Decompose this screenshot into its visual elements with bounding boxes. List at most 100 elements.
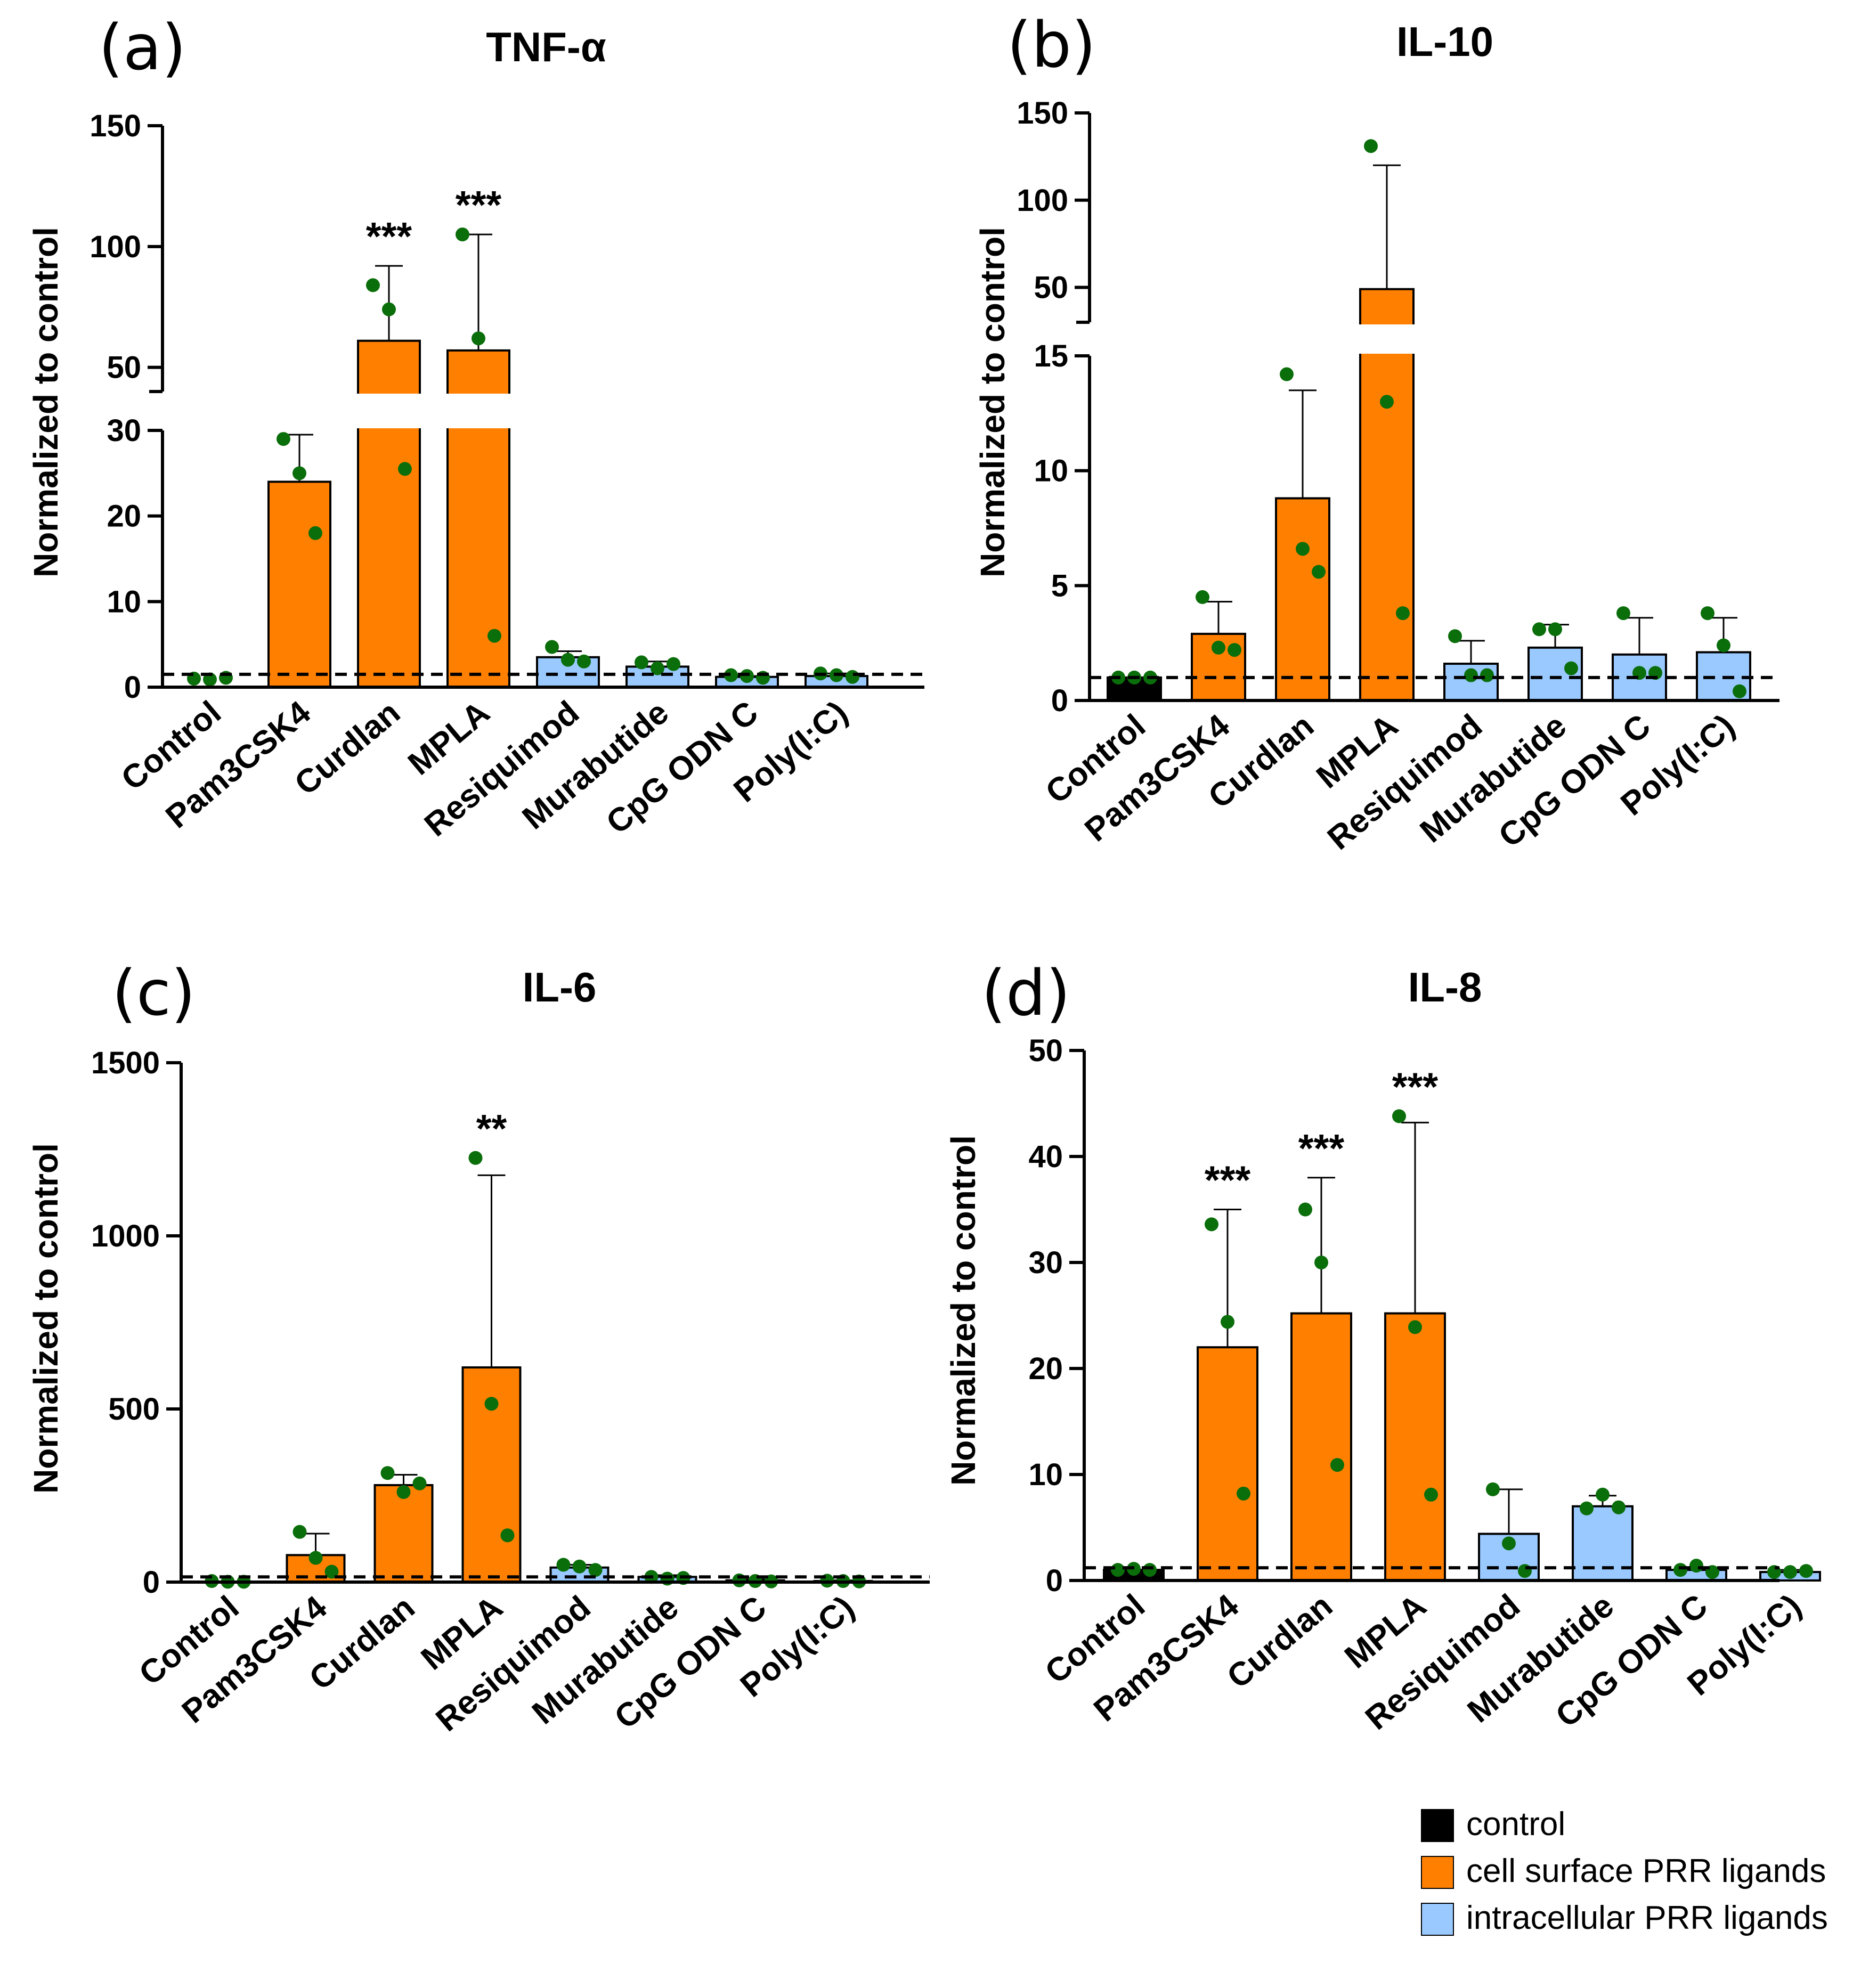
panel-a-data-point	[545, 640, 559, 654]
panel-d-data-point	[1221, 1315, 1234, 1329]
panel-d-bar	[1290, 1312, 1352, 1582]
panel-d-x-tick-label: Curdlan	[1220, 1587, 1339, 1696]
panel-c-bar	[373, 1484, 434, 1583]
legend-swatch	[1421, 1856, 1454, 1889]
panel-a-significance: ***	[456, 183, 502, 227]
panel-c-data-point	[292, 1525, 307, 1539]
panel-b-y-tick-label: 10	[1034, 454, 1068, 488]
panel-a-data-point	[846, 670, 859, 684]
panel-d-data-point	[1205, 1217, 1218, 1232]
panel-c-x-tick-label: CpG ODN C	[608, 1589, 774, 1736]
panel-b-plot: 05101550100150ControlPam3CSK4CurdlanMPLA…	[1017, 96, 1779, 857]
panel-d-data-point	[1612, 1500, 1626, 1514]
panel-d-title: IL-8	[1408, 964, 1482, 1011]
panel-b-data-point	[1228, 643, 1241, 657]
panel-b-data-point	[1616, 606, 1630, 621]
panel-d-data-point	[1330, 1458, 1344, 1472]
panel-a-significance: ***	[366, 214, 412, 258]
panel-b-y-tick-label: 100	[1017, 183, 1068, 218]
legend-label: control	[1466, 1806, 1565, 1843]
panel-d-y-tick-label: 20	[1028, 1351, 1063, 1386]
panel-b-data-point	[1380, 395, 1394, 409]
panel-b-title: IL-10	[1396, 18, 1493, 65]
panel-c-data-point	[556, 1558, 571, 1572]
panel-a-data-point	[292, 466, 306, 480]
panel-a-letter: (a)	[99, 11, 186, 84]
panel-d-data-point	[1486, 1482, 1500, 1496]
panel-d-data-point	[1673, 1563, 1687, 1577]
panel-d-significance: ***	[1392, 1064, 1439, 1109]
panel-a-data-point	[651, 661, 664, 675]
panel-c-y-tick-label: 500	[108, 1392, 160, 1427]
legend: control cell surface PRR ligands intracell…	[1421, 1806, 1828, 1936]
panel-d-bar	[1197, 1346, 1258, 1582]
panel-d-data-point	[1237, 1486, 1250, 1501]
panel-a-data-point	[456, 227, 469, 242]
panel-d-data-point	[1518, 1564, 1532, 1578]
panel-d-data-point	[1689, 1559, 1703, 1573]
panel-b-y-tick-label: 5	[1051, 568, 1068, 603]
panel-b-data-point	[1564, 661, 1578, 675]
panel-d-data-point	[1580, 1501, 1594, 1516]
panel-d-data-point	[1596, 1487, 1610, 1502]
panel-a-y-tick-label: 150	[90, 109, 141, 143]
panel-a-data-point	[487, 629, 501, 643]
panel-a-data-point	[724, 668, 738, 682]
panel-d-y-axis-label: Normalized to control	[944, 1135, 982, 1486]
panel-a-x-tick-label: CpG ODN C	[599, 694, 765, 841]
panel-b-data-point	[1364, 139, 1378, 153]
panel-c-data-point	[484, 1397, 499, 1411]
panel-b-data-point	[1448, 629, 1462, 643]
panel-b-y-tick-label: 0	[1051, 683, 1068, 718]
panel-c-data-point	[468, 1151, 483, 1165]
panel-b-data-point	[1212, 640, 1225, 655]
panel-c-data-point	[380, 1466, 395, 1480]
panel-c-data-point	[308, 1551, 323, 1565]
panel-a-data-point	[398, 462, 412, 476]
panel-a: (a) TNF-α Normalized to control 0 10 20 30 5…	[27, 11, 924, 844]
panel-c-letter: (c)	[112, 956, 196, 1030]
panel-a-bar	[357, 339, 421, 688]
panel-b-letter: (b)	[1007, 8, 1096, 82]
panel-a-data-point	[577, 654, 591, 669]
panel-c: (c) IL-6 Normalized to control 0 500 1000 1…	[27, 956, 930, 1739]
panel-c-data-point	[572, 1559, 587, 1574]
panel-d-y-tick-label: 40	[1028, 1139, 1063, 1174]
panel-d-data-point	[1143, 1563, 1157, 1577]
panel-b-data-point	[1480, 668, 1494, 682]
panel-c-data-point	[396, 1485, 411, 1499]
panel-d-data-point	[1799, 1564, 1813, 1578]
panel-b-data-point	[1312, 565, 1326, 579]
panel-d-letter: (d)	[981, 956, 1070, 1030]
panel-a-y-tick-label: 30	[107, 413, 141, 448]
panel-b-data-point	[1396, 606, 1410, 621]
panel-a-data-point	[203, 672, 217, 687]
legend-swatch	[1421, 1809, 1454, 1842]
panel-a-data-point	[277, 432, 290, 446]
panel-c-data-point	[324, 1565, 339, 1579]
panel-c-y-tick-label: 1500	[91, 1046, 160, 1080]
panel-d-bar	[1384, 1312, 1446, 1582]
panel-d-significance: ***	[1205, 1158, 1251, 1202]
panel-a-y-tick-label: 50	[107, 351, 141, 385]
panel-a-y-tick-label: 100	[90, 230, 141, 264]
legend-label: cell surface PRR ligands	[1466, 1853, 1826, 1889]
panel-b-bar	[1275, 497, 1330, 702]
panel-c-data-point	[500, 1528, 515, 1543]
panel-b-y-axis-label: Normalized to control	[973, 227, 1012, 577]
panel-a-data-point	[366, 278, 380, 292]
panel-d-data-point	[1298, 1202, 1312, 1217]
panel-c-y-axis-label: Normalized to control	[27, 1143, 65, 1494]
panel-d-data-point	[1314, 1256, 1328, 1269]
panel-b: (b) IL-10 Normalized to control 0 5 10 15 50…	[973, 8, 1779, 857]
panel-d-plot: 01020304050Control***Pam3CSK4***Curdlan*…	[1028, 1033, 1821, 1737]
panel-a-y-tick-label: 20	[107, 499, 141, 534]
panel-a-bar-break-gap	[356, 394, 422, 428]
panel-b-y-tick-label: 150	[1017, 96, 1068, 131]
panel-c-plot: 050010001500ControlPam3CSK4Curdlan**MPLA…	[91, 1046, 930, 1739]
panel-b-data-point	[1196, 590, 1209, 604]
panel-d-data-point	[1424, 1487, 1438, 1502]
panel-a-bar	[267, 480, 331, 689]
panel-a-x-tick-label: Resiquimod	[418, 694, 586, 844]
panel-a-data-point	[635, 655, 648, 670]
